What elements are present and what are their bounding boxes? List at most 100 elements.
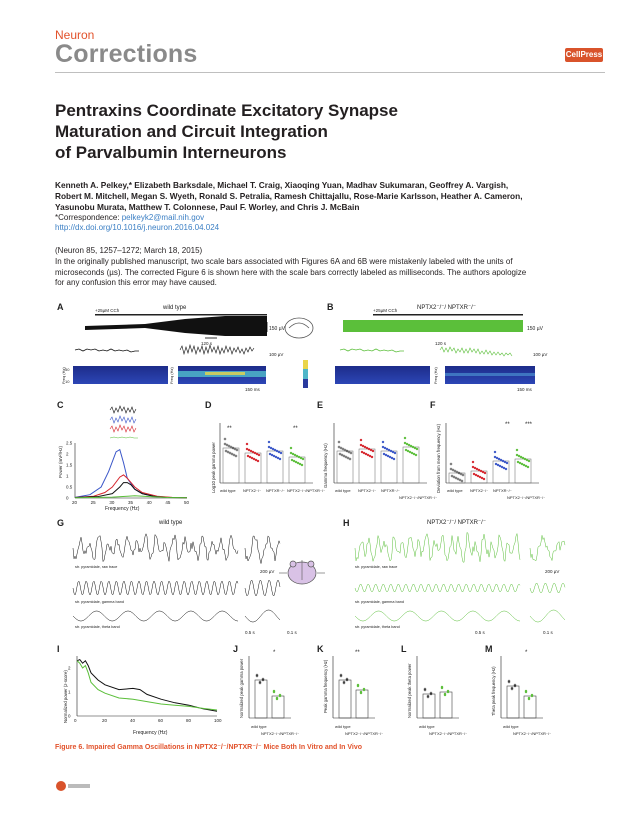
panel-a-cch-label: +25µM CCh: [95, 308, 120, 313]
data-point: [458, 478, 462, 482]
data-point: [272, 454, 276, 458]
data-point: [342, 680, 346, 684]
slice-schematic-icon: [284, 317, 314, 339]
bar: [338, 679, 352, 719]
panel-d-sig: **: [227, 426, 232, 432]
gamma-trace-zoom: [244, 579, 281, 597]
panel-i-xlabel: Frequency (Hz): [133, 730, 168, 736]
author-list: Kenneth A. Pelkey,* Elizabeth Barksdale,…: [55, 180, 610, 213]
data-point: [515, 453, 519, 457]
data-point: [278, 457, 282, 461]
panel-g-theta-label: str. pyramidale, theta band: [75, 625, 120, 629]
correspondence-email-link[interactable]: pelkeyk2@mail.nih.gov: [121, 213, 205, 222]
panel-j-ylabel: Normalized peak gamma power: [239, 658, 244, 718]
series-line-0: [74, 448, 188, 499]
panel-letter-c: C: [57, 400, 64, 410]
x-tick-label: 30: [109, 500, 115, 505]
panel-c-inset-green: [109, 436, 138, 439]
author-line: Robert M. Mitchell, Megan S. Wyeth, Rona…: [55, 191, 523, 201]
data-point: [408, 450, 412, 454]
panel-h-traces: [354, 531, 566, 623]
panel-a-freq-label-2: Freq (Hz): [169, 366, 174, 384]
series-line-1: [74, 474, 188, 499]
panel-a-scale-s: 120 s: [201, 341, 213, 346]
data-point: [361, 444, 365, 448]
panel-e-group-1: wild type: [335, 488, 351, 493]
data-point: [275, 697, 279, 701]
data-point: [471, 460, 475, 464]
data-point: [245, 447, 249, 451]
data-point: [359, 443, 363, 447]
panel-f-group-4: NPTX2⁻/⁻/NPTXR⁻/⁻: [507, 495, 545, 500]
data-point: [477, 468, 481, 472]
x-tick-label: 45: [165, 500, 171, 505]
data-point: [349, 451, 353, 455]
gamma-trace: [354, 583, 521, 593]
correspondence-label: *Correspondence:: [55, 213, 120, 222]
data-point: [525, 458, 529, 462]
panel-b-cch-label: +25µM CCh: [373, 308, 398, 313]
data-point: [255, 452, 259, 456]
data-point: [476, 474, 480, 478]
x-tick-label: 80: [186, 718, 192, 723]
x-tick-label: 100: [214, 718, 222, 723]
panel-c-xlabel: Frequency (Hz): [105, 506, 140, 512]
panel-e-group-2: NPTX2⁻/⁻: [358, 488, 376, 493]
data-point: [513, 683, 517, 687]
gamma-trace-zoom: [529, 582, 566, 594]
data-point: [455, 470, 459, 474]
data-point: [226, 450, 230, 454]
data-point: [229, 445, 233, 449]
panel-letter-j: J: [233, 644, 238, 654]
series-line-1: [76, 660, 218, 711]
title-line: Maturation and Circuit Integration: [55, 122, 328, 141]
data-point: [507, 680, 511, 684]
x-tick-label: 25: [91, 500, 97, 505]
data-point: [360, 450, 364, 454]
panel-a-freq-label: Freq (Hz): [61, 366, 66, 384]
data-point: [368, 454, 372, 458]
panel-letter-m: M: [485, 644, 493, 654]
panel-letter-g: G: [57, 518, 64, 528]
crossmark-icon[interactable]: [55, 780, 91, 792]
data-point: [446, 690, 450, 694]
data-point: [493, 455, 497, 459]
data-point: [356, 684, 360, 688]
data-point: [517, 454, 521, 458]
panel-d-group-1: wild type: [220, 488, 236, 493]
data-point: [510, 686, 514, 690]
data-point: [275, 449, 279, 453]
y-tick-label: 0.5: [66, 485, 73, 490]
doi-link[interactable]: http://dx.doi.org/10.1016/j.neuron.2016.…: [55, 223, 220, 232]
data-point: [518, 461, 522, 465]
data-point: [524, 690, 528, 694]
body-line: In the originally published manuscript, …: [55, 257, 513, 266]
data-point: [367, 447, 371, 451]
data-point: [415, 447, 419, 451]
data-point: [339, 674, 343, 678]
data-point: [423, 688, 427, 692]
panel-b-title: NPTX2⁻/⁻/ NPTXR⁻/⁻: [417, 305, 476, 311]
panel-b-scale-150ms: 150 ms: [517, 387, 533, 392]
data-point: [245, 442, 249, 446]
data-point: [452, 475, 456, 479]
panel-a-scale-100uv: 100 µV: [269, 352, 283, 357]
y-tick-label: 2: [68, 666, 71, 671]
data-point: [497, 457, 501, 461]
data-point: [272, 690, 276, 694]
panel-m-group-2: NPTX2⁻/⁻/NPTXR⁻/⁻: [513, 731, 551, 736]
panel-letter-a: A: [57, 302, 64, 312]
data-point: [251, 450, 255, 454]
data-point: [523, 457, 527, 461]
data-point: [409, 444, 413, 448]
data-point: [295, 454, 299, 458]
panel-g-gamma-label: str. pyramidale, gamma band: [75, 600, 124, 604]
panel-b-drug-bar: [373, 314, 523, 316]
data-point: [410, 451, 414, 455]
data-point: [250, 456, 254, 460]
data-point: [483, 471, 487, 475]
data-point: [255, 673, 259, 677]
panel-a-trace-after: [179, 343, 255, 356]
data-point: [231, 446, 235, 450]
data-point: [299, 456, 303, 460]
